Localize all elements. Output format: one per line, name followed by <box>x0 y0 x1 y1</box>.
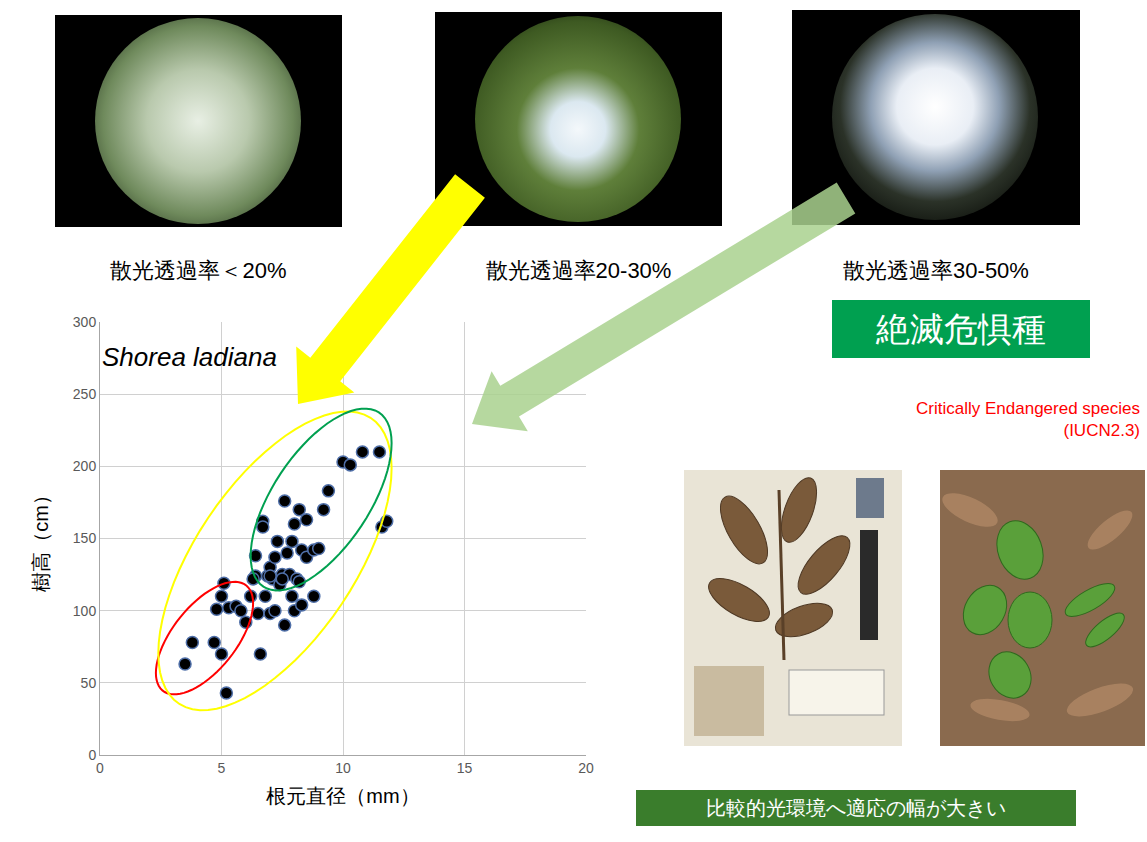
svg-text:Shorea ladiana: Shorea ladiana <box>102 342 277 372</box>
html-text:比較的光環境へ適応の幅が大きい: 比較的光環境へ適応の幅が大きい <box>706 797 1006 819</box>
html-text:絶滅危惧種: 絶滅危惧種 <box>876 310 1046 348</box>
html-text:Critically Endangered species: Critically Endangered species <box>916 399 1140 418</box>
svg-text:0: 0 <box>96 760 104 776</box>
html-text:散光透過率30-50%: 散光透過率30-50% <box>843 258 1029 283</box>
svg-text:250: 250 <box>73 386 97 402</box>
svg-text:150: 150 <box>73 530 97 546</box>
html-text:散光透過率20-30%: 散光透過率20-30% <box>485 258 672 283</box>
svg-text:10: 10 <box>335 760 351 776</box>
svg-text:15: 15 <box>457 760 473 776</box>
svg-text:20: 20 <box>578 760 594 776</box>
svg-text:300: 300 <box>73 314 97 330</box>
html-text:(IUCN2.3): (IUCN2.3) <box>1063 421 1140 440</box>
html-text:散光透過率＜20%: 散光透過率＜20% <box>110 258 287 283</box>
svg-text:200: 200 <box>73 458 97 474</box>
svg-text:100: 100 <box>73 603 97 619</box>
svg-text:0: 0 <box>88 747 96 763</box>
svg-text:50: 50 <box>81 675 97 691</box>
svg-text:5: 5 <box>218 760 226 776</box>
svg-text:根元直径（mm）: 根元直径（mm） <box>266 785 419 807</box>
svg-text:樹高（cm）: 樹高（cm） <box>30 485 52 592</box>
